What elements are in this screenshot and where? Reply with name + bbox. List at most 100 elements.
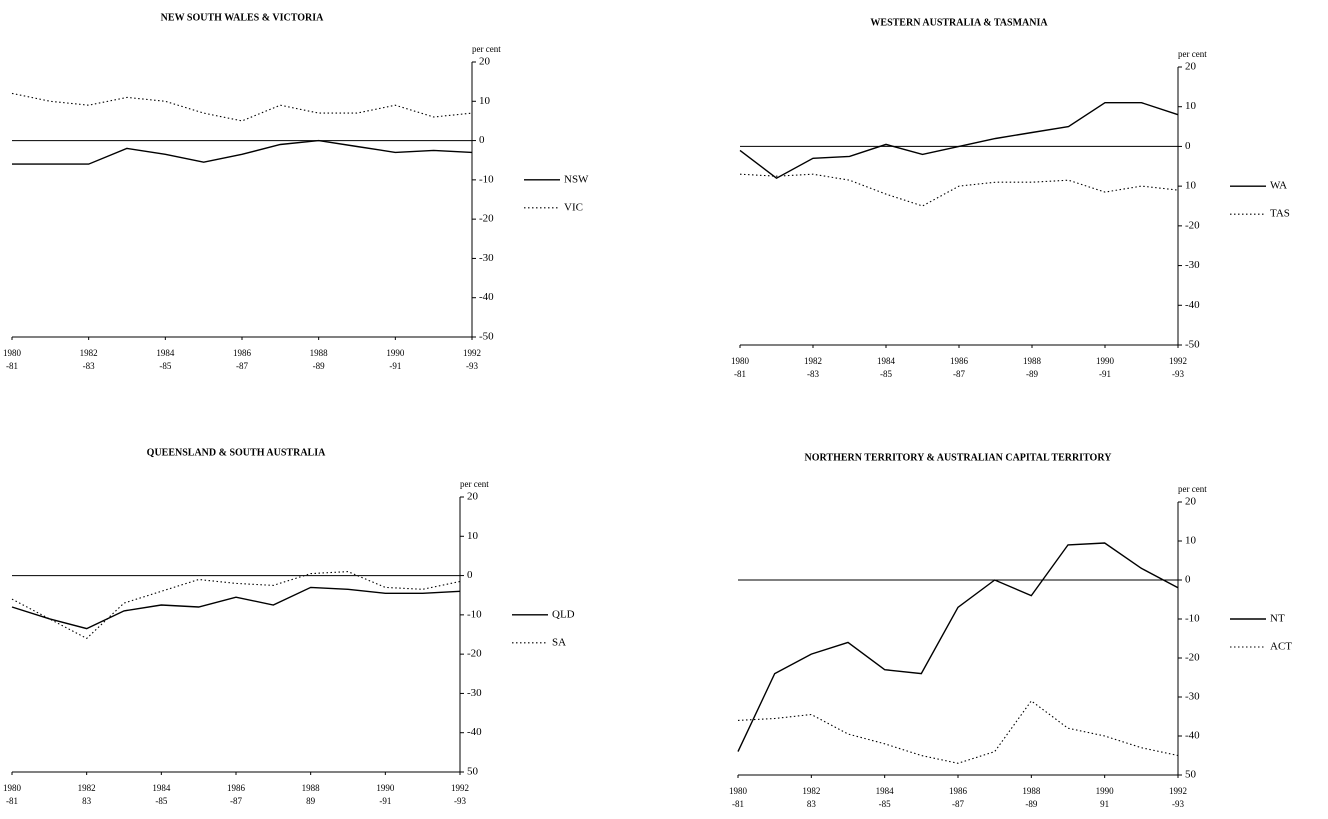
chart-title: WESTERN AUSTRALIA & TASMANIA — [870, 17, 1048, 28]
y-tick-label: -40 — [467, 726, 482, 738]
y-axis-label: per cent — [1178, 49, 1207, 59]
y-axis-label: per cent — [460, 479, 489, 489]
x-tick-label: -87 — [236, 361, 248, 371]
x-tick-label: -81 — [734, 369, 746, 379]
y-tick-label: 10 — [1185, 100, 1197, 112]
x-tick-label: 83 — [82, 796, 92, 806]
chart-title: NEW SOUTH WALES & VICTORIA — [161, 12, 324, 23]
series-line — [737, 542, 1179, 752]
x-tick-label: 1988 — [1022, 786, 1041, 796]
legend-label: ACT — [1270, 641, 1292, 653]
x-tick-label: 1988 — [302, 783, 321, 793]
y-tick-label: -30 — [479, 252, 494, 264]
y-tick-label: -40 — [1185, 299, 1200, 311]
x-tick-label: 91 — [1100, 799, 1109, 809]
x-tick-label: 1984 — [156, 348, 175, 358]
y-tick-label: 0 — [479, 134, 485, 146]
x-tick-label: -89 — [1026, 369, 1038, 379]
x-tick-label: 1984 — [877, 356, 896, 366]
x-tick-label: 1982 — [804, 356, 822, 366]
legend-label: TAS — [1270, 208, 1290, 220]
y-tick-label: -10 — [479, 173, 494, 185]
x-tick-label: 1988 — [1023, 356, 1042, 366]
x-tick-label: 1982 — [802, 786, 820, 796]
x-tick-label: -85 — [155, 796, 167, 806]
x-tick-label: 1990 — [1096, 786, 1115, 796]
y-tick-label: 0 — [1185, 140, 1191, 152]
y-tick-label: -20 — [1185, 219, 1200, 231]
legend-label: NT — [1270, 613, 1285, 625]
series-line — [739, 102, 1179, 180]
legend-label: SA — [552, 636, 566, 648]
y-tick-label: 50 — [467, 766, 479, 778]
x-tick-label: 1980 — [731, 356, 750, 366]
x-tick-label: 89 — [306, 796, 316, 806]
x-tick-label: 1992 — [451, 783, 469, 793]
y-tick-label: -20 — [479, 213, 494, 225]
x-tick-label: 1982 — [78, 783, 96, 793]
y-tick-label: 0 — [1185, 574, 1191, 586]
y-tick-label: 10 — [1185, 180, 1197, 192]
x-tick-label: -87 — [230, 796, 242, 806]
x-tick-label: -81 — [6, 796, 18, 806]
y-tick-label: 50 — [1185, 769, 1197, 781]
x-tick-label: 1984 — [152, 783, 171, 793]
series-line — [11, 586, 461, 630]
y-tick-label: 10 — [1185, 535, 1197, 547]
x-tick-label: -91 — [379, 796, 391, 806]
series-line — [739, 173, 1179, 207]
y-tick-label: -10 — [467, 608, 482, 620]
x-tick-label: 1990 — [386, 348, 405, 358]
x-tick-label: 1990 — [376, 783, 395, 793]
y-tick-label: 20 — [1185, 496, 1197, 508]
x-tick-label: -93 — [454, 796, 466, 806]
y-axis-label: per cent — [1178, 484, 1207, 494]
x-tick-label: 1992 — [1169, 786, 1187, 796]
x-tick-label: 1992 — [1169, 356, 1187, 366]
y-tick-label: -50 — [479, 331, 494, 343]
x-tick-label: -83 — [83, 361, 95, 371]
x-tick-label: 1986 — [949, 786, 968, 796]
x-tick-label: 1980 — [3, 348, 22, 358]
y-tick-label: -30 — [1185, 691, 1200, 703]
x-tick-label: -81 — [6, 361, 18, 371]
legend-label: QLD — [552, 608, 575, 620]
y-tick-label: 20 — [479, 56, 491, 68]
x-tick-label: -85 — [879, 799, 891, 809]
chart-title: NORTHERN TERRITORY & AUSTRALIAN CAPITAL … — [805, 452, 1113, 463]
x-tick-label: 1986 — [233, 348, 252, 358]
x-tick-label: -87 — [952, 799, 964, 809]
series-line — [737, 700, 1179, 764]
y-tick-label: -50 — [1185, 339, 1200, 351]
y-tick-label: 0 — [467, 569, 473, 581]
legend-label: WA — [1270, 180, 1287, 192]
x-tick-label: 1992 — [463, 348, 481, 358]
x-tick-label: -89 — [1025, 799, 1037, 809]
x-tick-label: 1990 — [1096, 356, 1115, 366]
series-line — [11, 92, 473, 122]
x-tick-label: -93 — [1172, 369, 1184, 379]
x-tick-label: -87 — [953, 369, 965, 379]
x-tick-label: -91 — [389, 361, 401, 371]
legend-label: VIC — [564, 201, 583, 213]
chart-title: QUEENSLAND & SOUTH AUSTRALIA — [147, 447, 326, 458]
x-tick-label: -91 — [1099, 369, 1111, 379]
x-tick-label: -93 — [1172, 799, 1184, 809]
x-tick-label: 1980 — [3, 783, 22, 793]
x-tick-label: 1982 — [80, 348, 98, 358]
x-tick-label: 1988 — [310, 348, 329, 358]
y-tick-label: -30 — [467, 687, 482, 699]
x-tick-label: 1980 — [729, 786, 748, 796]
x-tick-label: 83 — [807, 799, 817, 809]
y-tick-label: -20 — [467, 648, 482, 660]
x-tick-label: -81 — [732, 799, 744, 809]
y-tick-label: -10 — [1185, 613, 1200, 625]
y-tick-label: 20 — [467, 491, 479, 503]
y-tick-label: -20 — [1185, 652, 1200, 664]
x-tick-label: -89 — [313, 361, 325, 371]
y-tick-label: 10 — [479, 95, 491, 107]
x-tick-label: -85 — [159, 361, 171, 371]
x-tick-label: 1986 — [950, 356, 969, 366]
y-tick-label: 10 — [467, 530, 479, 542]
